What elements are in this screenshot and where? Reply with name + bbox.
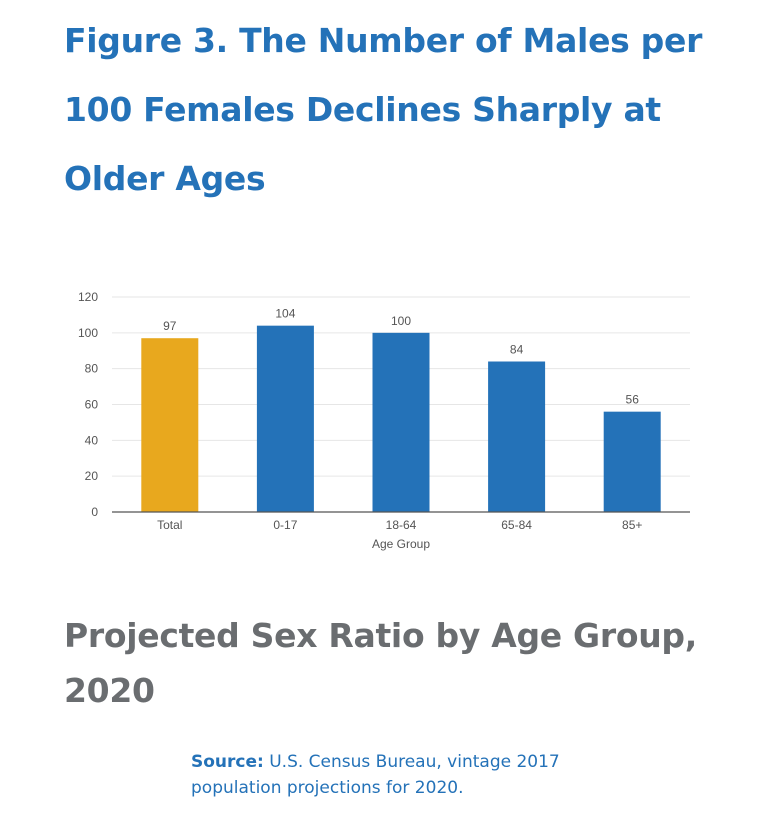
y-tick-label: 120: [78, 290, 98, 304]
bar-chart: 0 20 40 60 80 100 120 97 Total 104 0-17 100 18-64 84 6…: [0, 280, 760, 560]
x-tick-label: 85+: [622, 518, 642, 532]
source-note: Source: U.S. Census Bureau, vintage 2017…: [191, 749, 611, 801]
y-tick-label: 40: [85, 433, 99, 447]
figure-title: Figure 3. The Number of Males per 100 Fe…: [64, 21, 703, 198]
x-tick-label: 65-84: [501, 518, 532, 532]
x-tick-label: 0-17: [273, 518, 297, 532]
bar-85-: [603, 411, 661, 512]
chart-subtitle: Projected Sex Ratio by Age Group, 2020: [64, 616, 697, 710]
data-label: 56: [626, 393, 640, 407]
data-label: 84: [510, 343, 524, 357]
chart-svg: 0 20 40 60 80 100 120 97 Total 104 0-17 100 18-64 84 6…: [78, 290, 690, 551]
bar-total: [141, 338, 199, 512]
x-tick-label: Total: [157, 518, 182, 532]
y-tick-label: 0: [91, 505, 98, 519]
x-axis-title: Age Group: [372, 537, 430, 551]
data-label: 100: [391, 314, 411, 328]
x-tick-label: 18-64: [386, 518, 417, 532]
y-tick-label: 100: [78, 326, 98, 340]
data-label: 97: [163, 319, 177, 333]
source-text: U.S. Census Bureau, vintage 2017 populat…: [191, 752, 560, 798]
y-tick-label: 20: [85, 469, 99, 483]
y-tick-label: 80: [85, 362, 99, 376]
y-tick-label: 60: [85, 398, 99, 412]
bar-65-84: [488, 361, 546, 512]
data-label: 104: [275, 307, 295, 321]
source-label: Source:: [191, 752, 264, 772]
bar-18-64: [372, 332, 430, 512]
bar-0-17: [256, 325, 314, 512]
